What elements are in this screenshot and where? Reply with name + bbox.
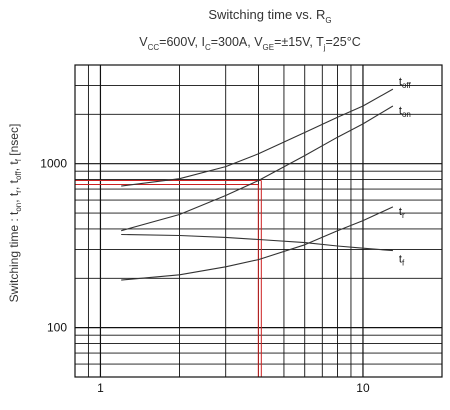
series-labels: toff ton tr tf (399, 76, 412, 267)
series-label-off: toff (399, 76, 412, 90)
y-axis-label: Switching time : ton, tr, toff, tf [nsec… (7, 124, 23, 303)
y-tick-label: 100 (47, 321, 67, 335)
x-tick-label: 1 (97, 381, 104, 395)
series-line-off (121, 88, 394, 187)
chart-title: Switching time vs. RG (208, 7, 331, 25)
series-label-on: ton (399, 105, 411, 119)
tick-labels: 1 10 100 1000 (40, 157, 370, 395)
series-label-r: tr (399, 206, 405, 220)
series-line-f (121, 233, 393, 252)
plot-frame (74, 64, 443, 378)
x-tick-label: 10 (356, 381, 370, 395)
y-tick-label: 1000 (40, 157, 67, 171)
chart-conditions: VCC=600V, IC=300A, VGE=±15V, Tj=25°C (139, 35, 360, 52)
series-lines (121, 88, 394, 281)
series-label-f: tf (399, 254, 405, 268)
series-line-r (121, 206, 394, 281)
series-line-on (121, 105, 394, 232)
